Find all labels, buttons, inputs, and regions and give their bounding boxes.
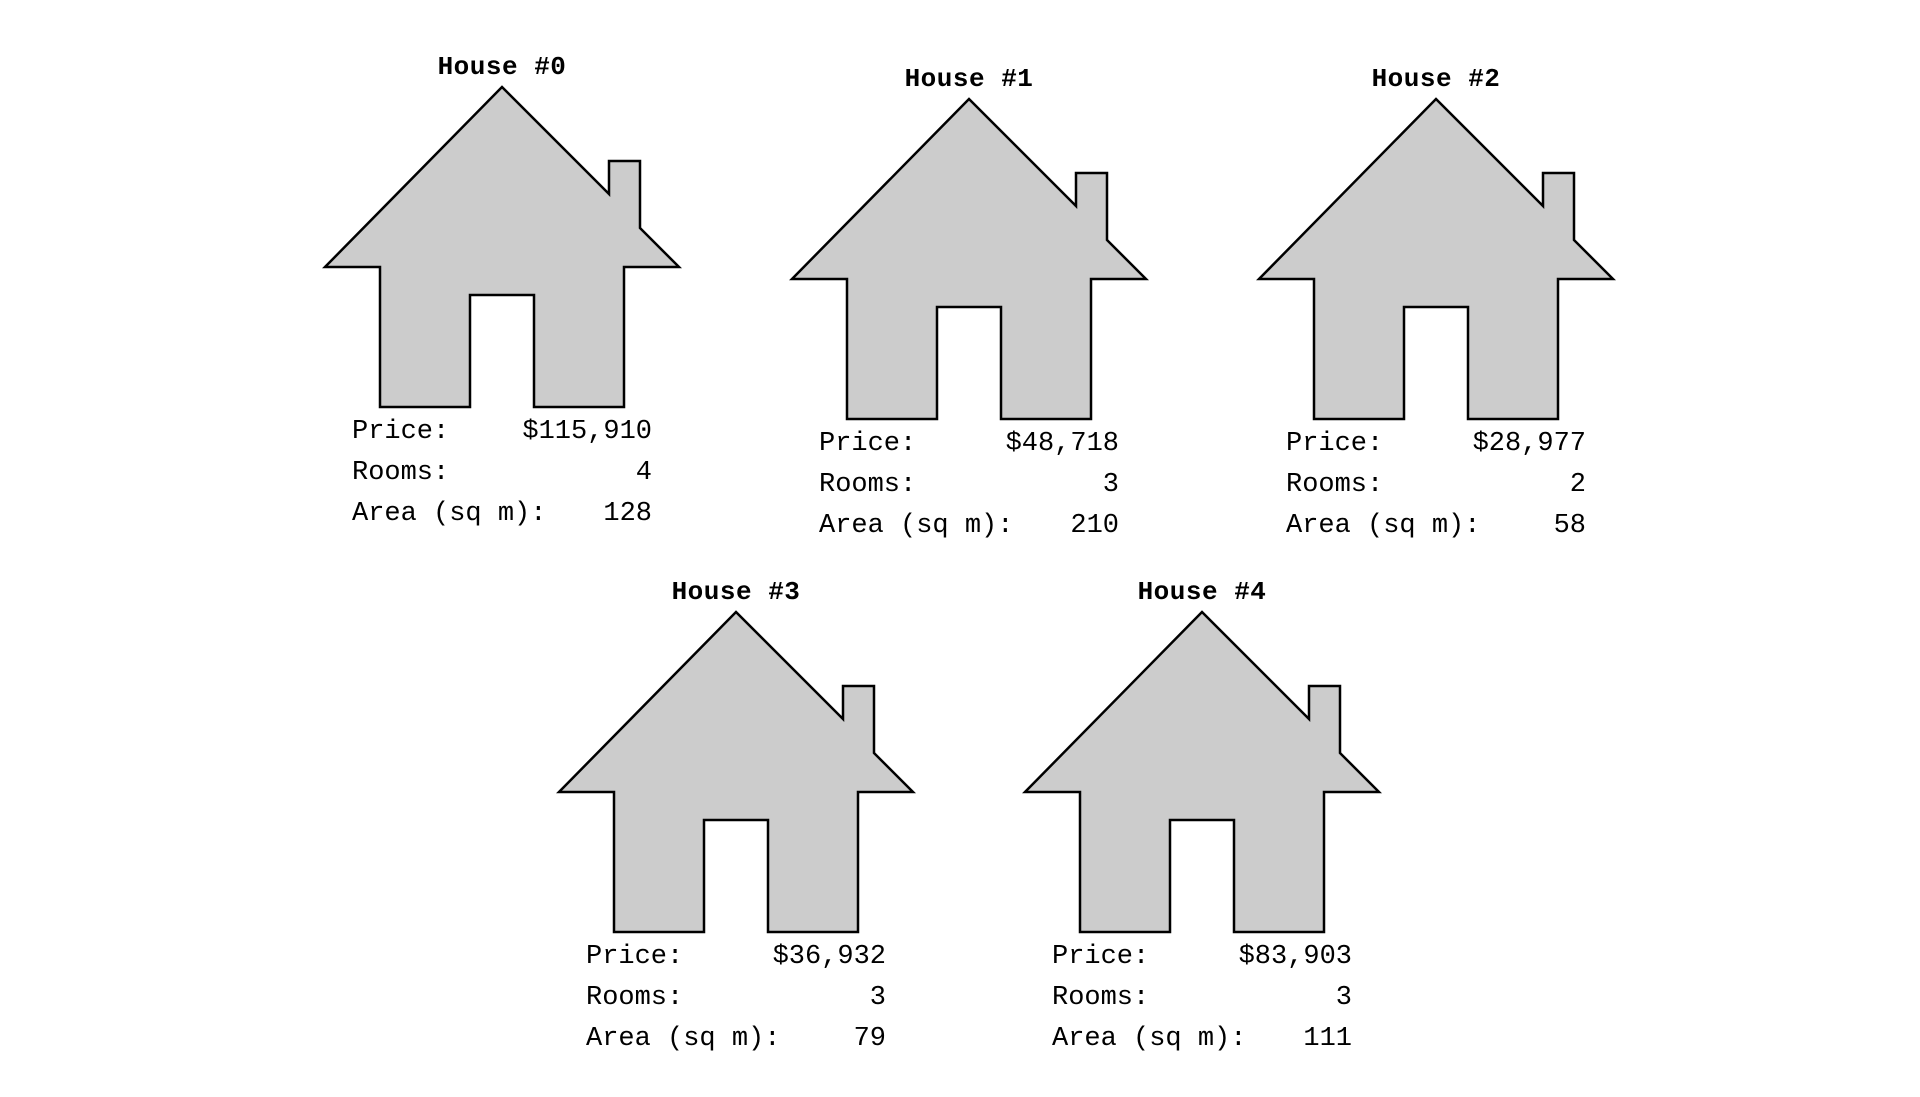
area-label: Area (sq m): [819,511,1014,541]
price-label: Price: [352,417,450,447]
house-info: Price: $36,932 Rooms: 3 Area (sq m): 79 [586,937,886,1060]
area-value: 58 [1553,511,1586,541]
house-icon [1256,97,1616,421]
area-value: 111 [1303,1024,1352,1054]
house-title: House #1 [904,64,1034,94]
price-label: Price: [1286,429,1384,459]
area-row: Area (sq m): 111 [1052,1019,1352,1060]
rooms-label: Rooms: [586,983,684,1013]
house-icon [789,97,1149,421]
price-row: Price: $28,977 [1286,424,1586,465]
house-title: House #4 [1137,577,1267,607]
house-card-1: House #1 Price: $48,718 Rooms: 3 Area (s… [789,64,1149,584]
rooms-label: Rooms: [819,470,917,500]
house-title: House #2 [1371,64,1501,94]
area-row: Area (sq m): 128 [352,494,652,535]
price-label: Price: [819,429,917,459]
rooms-value: 3 [869,983,886,1013]
rooms-label: Rooms: [1286,470,1384,500]
area-label: Area (sq m): [1286,511,1481,541]
house-title: House #0 [437,52,567,82]
rooms-row: Rooms: 4 [352,453,652,494]
price-row: Price: $115,910 [352,412,652,453]
price-value: $36,932 [772,942,886,972]
house-icon [322,85,682,409]
rooms-row: Rooms: 3 [819,465,1119,506]
house-card-0: House #0 Price: $115,910 Rooms: 4 Area (… [322,52,682,572]
price-row: Price: $83,903 [1052,937,1352,978]
house-card-4: House #4 Price: $83,903 Rooms: 3 Area (s… [1022,577,1382,1097]
price-value: $83,903 [1238,942,1352,972]
house-info: Price: $48,718 Rooms: 3 Area (sq m): 210 [819,424,1119,547]
area-label: Area (sq m): [1052,1024,1247,1054]
area-row: Area (sq m): 210 [819,506,1119,547]
rooms-label: Rooms: [1052,983,1150,1013]
price-label: Price: [586,942,684,972]
area-value: 210 [1070,511,1119,541]
rooms-value: 3 [1102,470,1119,500]
price-label: Price: [1052,942,1150,972]
house-title: House #3 [671,577,801,607]
area-row: Area (sq m): 79 [586,1019,886,1060]
price-row: Price: $48,718 [819,424,1119,465]
area-label: Area (sq m): [352,499,547,529]
area-value: 79 [853,1024,886,1054]
area-row: Area (sq m): 58 [1286,506,1586,547]
house-icon [1022,610,1382,934]
rooms-row: Rooms: 3 [586,978,886,1019]
price-value: $28,977 [1472,429,1586,459]
rooms-value: 4 [635,458,652,488]
area-label: Area (sq m): [586,1024,781,1054]
house-card-3: House #3 Price: $36,932 Rooms: 3 Area (s… [556,577,916,1097]
rooms-value: 3 [1335,983,1352,1013]
house-info: Price: $83,903 Rooms: 3 Area (sq m): 111 [1052,937,1352,1060]
price-value: $48,718 [1005,429,1119,459]
rooms-row: Rooms: 2 [1286,465,1586,506]
rooms-label: Rooms: [352,458,450,488]
price-row: Price: $36,932 [586,937,886,978]
price-value: $115,910 [522,417,652,447]
area-value: 128 [603,499,652,529]
house-icon [556,610,916,934]
house-info: Price: $28,977 Rooms: 2 Area (sq m): 58 [1286,424,1586,547]
house-info: Price: $115,910 Rooms: 4 Area (sq m): 12… [352,412,652,535]
rooms-row: Rooms: 3 [1052,978,1352,1019]
house-card-2: House #2 Price: $28,977 Rooms: 2 Area (s… [1256,64,1616,584]
rooms-value: 2 [1569,470,1586,500]
